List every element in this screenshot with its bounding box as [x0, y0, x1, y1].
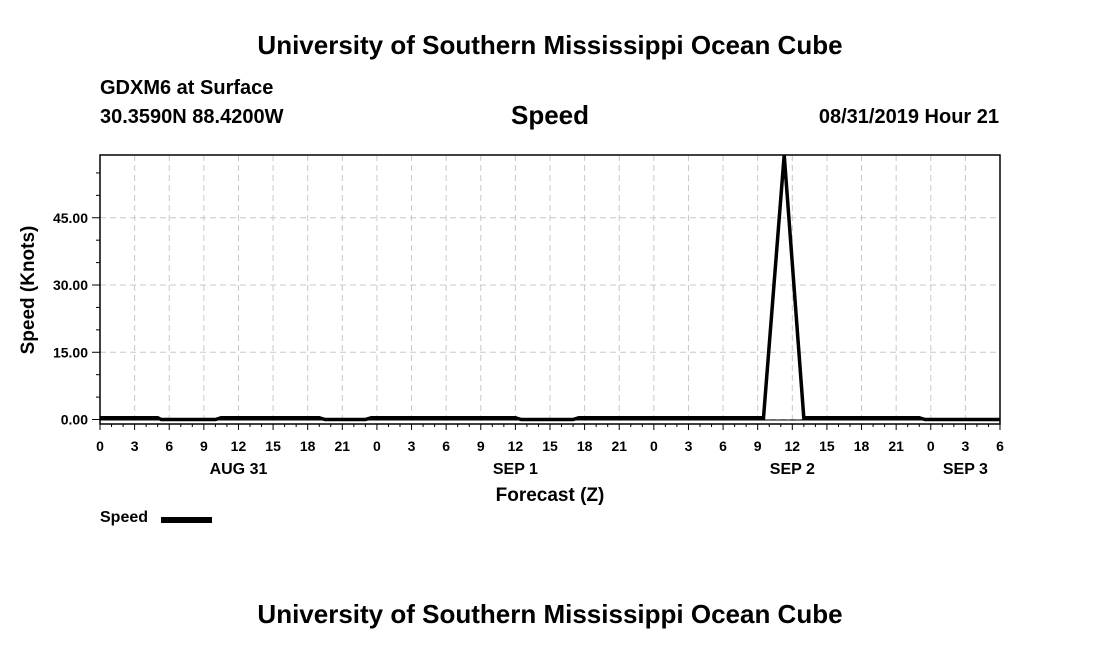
x-tick-label: 15	[265, 438, 281, 454]
x-tick-label: 21	[888, 438, 904, 454]
y-tick-label: 15.00	[53, 344, 88, 360]
x-tick-label: 3	[961, 438, 969, 454]
date-label: AUG 31	[210, 461, 268, 478]
x-tick-label: 3	[685, 438, 693, 454]
x-tick-label: 15	[542, 438, 558, 454]
x-tick-label: 6	[442, 438, 450, 454]
x-tick-label: 18	[577, 438, 593, 454]
x-tick-label: 6	[719, 438, 727, 454]
page-title-bottom: University of Southern Mississippi Ocean…	[257, 599, 843, 629]
x-tick-label: 21	[611, 438, 627, 454]
coordinates-label: 30.3590N 88.4200W	[100, 106, 284, 128]
x-tick-label: 0	[650, 438, 658, 454]
grid	[100, 155, 1000, 424]
y-tick-label: 30.00	[53, 277, 88, 293]
legend-swatch	[161, 517, 212, 523]
x-tick-label: 21	[335, 438, 351, 454]
axis-ticks	[92, 172, 1001, 430]
x-tick-label: 18	[300, 438, 316, 454]
series-layer	[100, 155, 1000, 422]
date-label: SEP 2	[770, 461, 815, 478]
x-tick-label: 3	[408, 438, 416, 454]
page-title-top: University of Southern Mississippi Ocean…	[257, 30, 843, 60]
date-label: SEP 1	[493, 461, 538, 478]
x-tick-label: 3	[131, 438, 139, 454]
y-tick-label: 0.00	[61, 412, 88, 428]
chart-title: Speed	[510, 100, 590, 130]
x-tick-label: 0	[96, 438, 104, 454]
x-tick-label: 9	[200, 438, 208, 454]
x-tick-label: 9	[477, 438, 485, 454]
valid-time-label: 08/31/2019 Hour 21	[818, 106, 999, 128]
x-tick-label: 12	[785, 438, 801, 454]
x-tick-label: 6	[165, 438, 173, 454]
x-axis-title: Forecast (Z)	[496, 485, 605, 506]
x-tick-label: 0	[373, 438, 381, 454]
y-axis-title: Speed (Knots)	[18, 226, 39, 355]
date-label: SEP 3	[943, 461, 988, 478]
x-tick-label: 0	[927, 438, 935, 454]
legend-label: Speed	[100, 509, 149, 526]
x-tick-label: 9	[754, 438, 762, 454]
x-tick-label: 12	[231, 438, 247, 454]
x-tick-label: 6	[996, 438, 1004, 454]
y-tick-label: 45.00	[53, 210, 88, 226]
speed-series-line	[100, 155, 1000, 422]
x-tick-label: 15	[819, 438, 835, 454]
axis-labels: 0 3 6 9 12 15 18 21 0 3 6 9 12 15 18 21 0 3 6 9 12 15 18 21 0 3 6 0…	[53, 210, 1004, 478]
x-tick-label: 18	[854, 438, 870, 454]
station-label: GDXM6 at Surface	[100, 77, 274, 99]
x-tick-label: 12	[508, 438, 524, 454]
